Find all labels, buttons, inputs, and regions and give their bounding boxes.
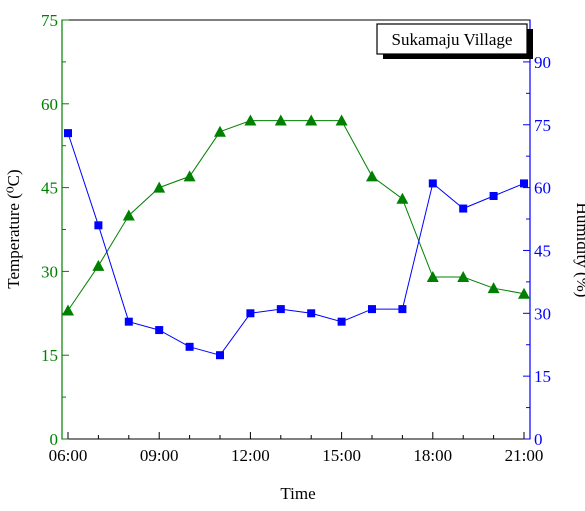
series-line <box>67 132 525 356</box>
left-tick-label: 75 <box>41 11 58 30</box>
left-axis-title: Temperature (⁰C) <box>4 169 23 288</box>
bottom-axis: 06:00 09:00 12:00 15:00 18:00 21:00 <box>49 432 544 465</box>
data-point-triangle <box>366 170 378 182</box>
x-axis-title: Time <box>280 484 315 503</box>
data-point-square <box>155 326 164 335</box>
x-tick-label: 15:00 <box>322 446 361 465</box>
right-tick-label: 30 <box>534 304 551 323</box>
data-point-triangle <box>183 170 196 182</box>
legend-frame <box>376 23 528 55</box>
data-point-triangle <box>274 114 287 126</box>
data-point-triangle <box>244 114 257 126</box>
right-tick-label: 60 <box>534 179 551 198</box>
data-point-square <box>246 309 255 318</box>
legend-label: Sukamaju Village <box>392 30 513 49</box>
data-point-triangle <box>153 181 166 193</box>
x-tick-label: 12:00 <box>231 446 270 465</box>
series-line <box>67 120 525 311</box>
data-point-triangle <box>426 270 439 282</box>
series-layer <box>62 114 530 360</box>
data-point-square <box>398 305 407 314</box>
data-point-square <box>94 221 103 230</box>
right-tick-label: 0 <box>534 430 543 449</box>
data-point-square <box>64 129 72 138</box>
left-tick-label: 0 <box>50 430 59 449</box>
data-point-square <box>307 309 316 318</box>
data-point-triangle <box>487 282 500 294</box>
right-tick-label: 75 <box>534 116 551 135</box>
data-point-square <box>337 317 346 326</box>
data-point-triangle <box>335 114 348 126</box>
x-tick-label: 09:00 <box>140 446 179 465</box>
data-point-square <box>459 204 468 213</box>
right-tick-label: 90 <box>534 53 551 72</box>
right-tick-label: 15 <box>534 367 551 386</box>
series-humidity <box>64 129 528 360</box>
left-tick-label: 30 <box>41 262 58 281</box>
data-point-triangle <box>62 304 74 316</box>
data-point-square <box>124 317 133 326</box>
right-axis-title: Humidity (%) <box>573 203 585 298</box>
right-axis: 0 15 30 45 60 75 90 <box>523 20 551 449</box>
data-point-triangle <box>305 114 318 126</box>
right-tick-label: 45 <box>534 241 551 260</box>
data-point-square <box>428 179 437 188</box>
data-point-triangle <box>214 125 226 137</box>
data-point-square <box>185 342 194 351</box>
data-point-square <box>489 191 498 200</box>
data-point-triangle <box>518 287 530 299</box>
x-tick-label: 21:00 <box>505 446 544 465</box>
x-tick-label: 06:00 <box>49 446 88 465</box>
plot-frame <box>61 19 531 440</box>
data-point-square <box>216 351 224 360</box>
legend-box: Sukamaju Village <box>376 23 533 59</box>
data-point-square <box>368 305 376 314</box>
data-point-triangle <box>396 192 409 204</box>
data-point-triangle <box>92 259 105 271</box>
left-tick-label: 45 <box>41 179 58 198</box>
left-axis: 0 15 30 45 60 75 <box>41 11 69 449</box>
data-point-square <box>276 305 285 314</box>
data-point-square <box>520 179 528 188</box>
data-point-triangle <box>457 270 470 282</box>
left-tick-label: 60 <box>41 95 58 114</box>
left-tick-label: 15 <box>41 346 58 365</box>
series-temperature <box>62 114 530 316</box>
data-point-triangle <box>122 209 135 221</box>
x-tick-label: 18:00 <box>413 446 452 465</box>
